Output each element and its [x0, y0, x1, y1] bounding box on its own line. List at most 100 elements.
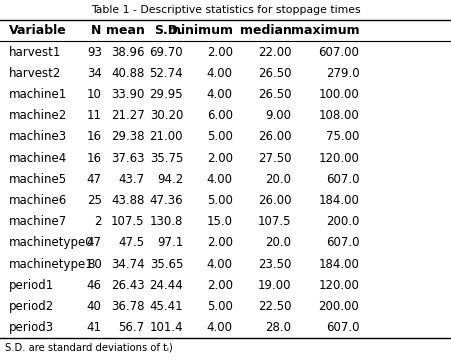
Text: 75.00: 75.00 — [325, 130, 359, 143]
Text: 16: 16 — [87, 152, 101, 165]
Text: 21.27: 21.27 — [110, 109, 144, 122]
Text: 47: 47 — [87, 173, 101, 186]
Text: Table 1 - Descriptive statistics for stoppage times: Table 1 - Descriptive statistics for sto… — [91, 5, 360, 15]
Text: 9.00: 9.00 — [265, 109, 291, 122]
Text: 43.88: 43.88 — [111, 194, 144, 207]
Text: 101.4: 101.4 — [149, 321, 183, 334]
Text: 22.50: 22.50 — [258, 300, 291, 313]
Text: 41: 41 — [87, 321, 101, 334]
Text: S.D.: S.D. — [154, 24, 183, 37]
Text: 46: 46 — [87, 279, 101, 292]
Text: 28.0: 28.0 — [265, 321, 291, 334]
Text: 93: 93 — [87, 45, 101, 59]
Text: 56.7: 56.7 — [118, 321, 144, 334]
Text: machine4: machine4 — [9, 152, 67, 165]
Text: 27.50: 27.50 — [258, 152, 291, 165]
Text: 108.00: 108.00 — [318, 109, 359, 122]
Text: 37.63: 37.63 — [111, 152, 144, 165]
Text: 20.0: 20.0 — [265, 237, 291, 249]
Text: 2.00: 2.00 — [206, 237, 232, 249]
Text: S.D. are standard deviations of tᵢ): S.D. are standard deviations of tᵢ) — [5, 342, 172, 352]
Text: 30.20: 30.20 — [149, 109, 183, 122]
Text: 29.95: 29.95 — [149, 88, 183, 101]
Text: 26.00: 26.00 — [258, 130, 291, 143]
Text: 120.00: 120.00 — [318, 279, 359, 292]
Text: 5.00: 5.00 — [207, 300, 232, 313]
Text: 184.00: 184.00 — [318, 194, 359, 207]
Text: 24.44: 24.44 — [149, 279, 183, 292]
Text: 43.7: 43.7 — [118, 173, 144, 186]
Text: 45.41: 45.41 — [149, 300, 183, 313]
Text: machinetype0: machinetype0 — [9, 237, 93, 249]
Text: 4.00: 4.00 — [206, 67, 232, 80]
Text: machine6: machine6 — [9, 194, 67, 207]
Text: 25: 25 — [87, 194, 101, 207]
Text: period1: period1 — [9, 279, 54, 292]
Text: 279.0: 279.0 — [325, 67, 359, 80]
Text: 200.00: 200.00 — [318, 300, 359, 313]
Text: 4.00: 4.00 — [206, 258, 232, 271]
Text: 107.5: 107.5 — [111, 215, 144, 228]
Text: N: N — [91, 24, 101, 37]
Text: 34.74: 34.74 — [111, 258, 144, 271]
Text: 120.00: 120.00 — [318, 152, 359, 165]
Text: period3: period3 — [9, 321, 54, 334]
Text: 26.50: 26.50 — [258, 88, 291, 101]
Text: machine7: machine7 — [9, 215, 67, 228]
Text: 47.5: 47.5 — [118, 237, 144, 249]
Text: mean: mean — [106, 24, 144, 37]
Text: period2: period2 — [9, 300, 54, 313]
Text: 6.00: 6.00 — [206, 109, 232, 122]
Text: 23.50: 23.50 — [258, 258, 291, 271]
Text: 26.50: 26.50 — [258, 67, 291, 80]
Text: 34: 34 — [87, 67, 101, 80]
Text: 607.0: 607.0 — [325, 237, 359, 249]
Text: 2.00: 2.00 — [206, 45, 232, 59]
Text: 11: 11 — [87, 109, 101, 122]
Text: machinetype1: machinetype1 — [9, 258, 94, 271]
Text: 4.00: 4.00 — [206, 88, 232, 101]
Text: machine3: machine3 — [9, 130, 67, 143]
Text: 4.00: 4.00 — [206, 173, 232, 186]
Text: Variable: Variable — [9, 24, 67, 37]
Text: 4.00: 4.00 — [206, 321, 232, 334]
Text: machine2: machine2 — [9, 109, 67, 122]
Text: 10: 10 — [87, 88, 101, 101]
Text: 36.78: 36.78 — [111, 300, 144, 313]
Text: 20.0: 20.0 — [265, 173, 291, 186]
Text: 2: 2 — [94, 215, 101, 228]
Text: machine5: machine5 — [9, 173, 67, 186]
Text: 2.00: 2.00 — [206, 279, 232, 292]
Text: 107.5: 107.5 — [258, 215, 291, 228]
Text: 52.74: 52.74 — [149, 67, 183, 80]
Text: 16: 16 — [87, 130, 101, 143]
Text: 130.8: 130.8 — [149, 215, 183, 228]
Text: 184.00: 184.00 — [318, 258, 359, 271]
Text: 38.96: 38.96 — [111, 45, 144, 59]
Text: median: median — [239, 24, 291, 37]
Text: 26.43: 26.43 — [111, 279, 144, 292]
Text: 40.88: 40.88 — [111, 67, 144, 80]
Text: 33.90: 33.90 — [111, 88, 144, 101]
Text: minimum: minimum — [167, 24, 232, 37]
Text: 35.75: 35.75 — [149, 152, 183, 165]
Text: 35.65: 35.65 — [149, 258, 183, 271]
Text: maximum: maximum — [290, 24, 359, 37]
Text: machine1: machine1 — [9, 88, 67, 101]
Text: 200.0: 200.0 — [325, 215, 359, 228]
Text: harvest2: harvest2 — [9, 67, 61, 80]
Text: 97.1: 97.1 — [156, 237, 183, 249]
Text: 26.00: 26.00 — [258, 194, 291, 207]
Text: 15.0: 15.0 — [206, 215, 232, 228]
Text: 19.00: 19.00 — [258, 279, 291, 292]
Text: 100.00: 100.00 — [318, 88, 359, 101]
Text: harvest1: harvest1 — [9, 45, 61, 59]
Text: 5.00: 5.00 — [207, 130, 232, 143]
Text: 80: 80 — [87, 258, 101, 271]
Text: 94.2: 94.2 — [156, 173, 183, 186]
Text: 2.00: 2.00 — [206, 152, 232, 165]
Text: 40: 40 — [87, 300, 101, 313]
Text: 47.36: 47.36 — [149, 194, 183, 207]
Text: 607.0: 607.0 — [325, 321, 359, 334]
Text: 607.0: 607.0 — [325, 173, 359, 186]
